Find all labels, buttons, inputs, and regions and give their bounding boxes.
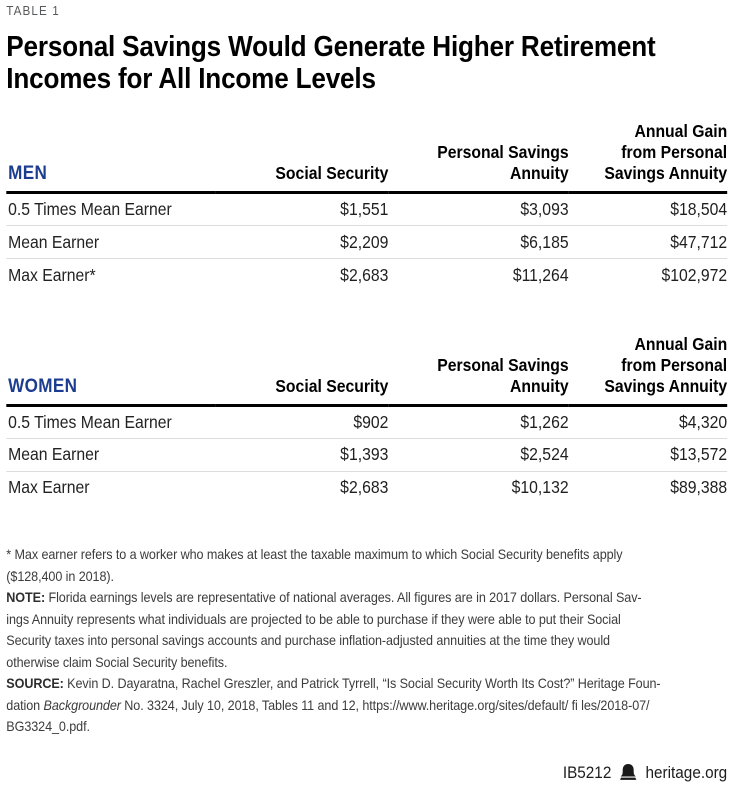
table-number-label: TABLE 1 — [6, 3, 60, 18]
cell-value: $1,393 — [215, 437, 389, 471]
note-label: NOTE: — [6, 589, 46, 605]
men-header-row: MEN Social Security Personal Savings Ann… — [6, 103, 728, 194]
cell-value: $6,185 — [388, 225, 569, 259]
cell-value: $2,524 — [388, 437, 569, 471]
cell-value: $902 — [353, 411, 389, 432]
row-label: Max Earner — [6, 470, 216, 504]
women-header-row: WOMEN Social Security Personal Savings A… — [6, 315, 728, 407]
cell-value: $2,209 — [215, 225, 389, 259]
row-label: Mean Earner — [6, 437, 216, 471]
group-header-men: MEN — [6, 103, 216, 194]
footer: IB5212 heritage.org — [6, 763, 727, 783]
row-label: 0.5 Times Mean Earner — [8, 411, 172, 432]
group-header-women: WOMEN — [6, 315, 216, 407]
cell-value: $18,504 — [670, 199, 728, 219]
table-row: 0.5 Times Mean Earner $902 $1,262 $4,320 — [6, 405, 727, 438]
publication-name: Backgrounder — [43, 696, 121, 713]
cell-value: $4,320 — [679, 411, 728, 432]
column-header-annual-gain: Annual Gain from Personal Savings Annuit… — [568, 103, 728, 194]
row-label: 0.5 Times Mean Earner — [8, 199, 172, 219]
note-text: NOTE: Florida earnings levels are repres… — [6, 589, 642, 670]
cell-value: $3,093 — [520, 199, 569, 219]
table-row: Max Earner* $2,683 $11,264 $102,972 — [6, 258, 728, 292]
row-label: Mean Earner — [6, 225, 216, 259]
cell-value: $102,972 — [568, 258, 728, 292]
column-header-personal-savings-annuity: Personal Savings Annuity — [388, 103, 569, 194]
cell-value: $89,388 — [568, 470, 728, 504]
women-table: WOMEN Social Security Personal Savings A… — [6, 315, 728, 504]
cell-value: $1,262 — [520, 411, 569, 432]
doc-id: IB5212 — [562, 762, 612, 782]
cell-value: $10,132 — [388, 470, 569, 504]
notes-block: * Max earner refers to a worker who make… — [6, 544, 727, 738]
table-row: Mean Earner $2,209 $6,185 $47,712 — [6, 225, 728, 259]
source-label: SOURCE: — [6, 675, 64, 691]
page-title: Personal Savings Would Generate Higher R… — [6, 31, 656, 95]
site-domain: heritage.org — [645, 762, 728, 782]
column-header-personal-savings-annuity: Personal Savings Annuity — [388, 315, 569, 407]
column-header-social-security: Social Security — [215, 315, 389, 407]
cell-value: $2,683 — [215, 470, 389, 504]
table-row: 0.5 Times Mean Earner $1,551 $3,093 $18,… — [6, 193, 727, 226]
footnote-text: * Max earner refers to a worker who make… — [6, 546, 623, 584]
cell-value: $47,712 — [568, 225, 728, 259]
source-text: SOURCE: Kevin D. Dayaratna, Rachel Gresz… — [6, 675, 661, 734]
column-header-social-security: Social Security — [215, 103, 389, 194]
heritage-bell-icon — [619, 764, 637, 781]
table-row: Max Earner $2,683 $10,132 $89,388 — [6, 470, 728, 504]
men-table: MEN Social Security Personal Savings Ann… — [6, 103, 728, 292]
table-row: Mean Earner $1,393 $2,524 $13,572 — [6, 437, 728, 471]
column-header-annual-gain: Annual Gain from Personal Savings Annuit… — [568, 315, 728, 407]
row-label: Max Earner* — [6, 258, 216, 292]
cell-value: $2,683 — [215, 258, 389, 292]
cell-value: $1,551 — [340, 199, 389, 219]
cell-value: $11,264 — [388, 258, 569, 292]
cell-value: $13,572 — [568, 437, 728, 471]
